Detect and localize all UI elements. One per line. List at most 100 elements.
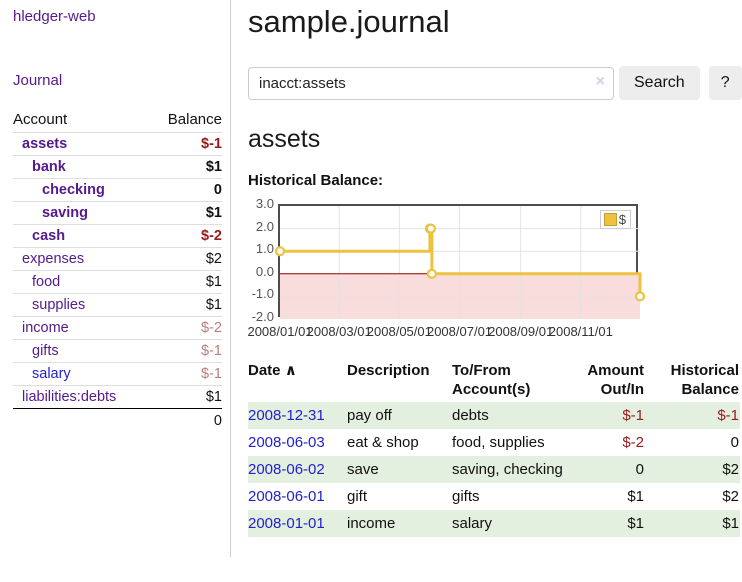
account-row-bank: bank $1 [13, 155, 222, 179]
register-row: 2008-06-03 eat & shop food, supplies $-2… [248, 429, 740, 456]
account-row-cash: cash $-2 [13, 224, 222, 248]
clear-search-icon[interactable]: × [595, 72, 605, 90]
register-row: 2008-06-01 gift gifts $1 $2 [248, 483, 740, 510]
transaction-balance: 0 [730, 434, 739, 451]
transaction-accounts: debts [452, 407, 489, 424]
account-link-checking[interactable]: checking [42, 182, 105, 198]
sidebar-item-journal[interactable]: Journal [13, 72, 63, 89]
register-header-date[interactable]: Date ∧ [248, 362, 297, 379]
account-balance: $1 [150, 155, 222, 179]
sort-ascending-icon: ∧ [284, 362, 297, 379]
transaction-date-link[interactable]: 2008-01-01 [248, 515, 325, 532]
register-row: 2008-06-02 save saving, checking 0 $2 [248, 456, 740, 483]
accounts-header-row: Account Balance [13, 108, 222, 133]
account-link-cash[interactable]: cash [32, 228, 66, 244]
x-axis-tick: 2008/01/01 [247, 324, 313, 339]
app-title-link[interactable]: hledger-web [13, 8, 96, 25]
transaction-date-link[interactable]: 2008-06-03 [248, 434, 325, 451]
transaction-accounts: gifts [452, 488, 480, 505]
transaction-description: pay off [347, 407, 392, 424]
account-row-supplies: supplies $1 [13, 293, 222, 317]
account-balance: $-2 [150, 224, 222, 248]
search-input[interactable] [248, 66, 614, 100]
account-link-expenses[interactable]: expenses [22, 251, 85, 267]
chart-legend: $ [599, 210, 631, 229]
accounts-table: Account Balance assets $-1 bank $1 check… [13, 108, 222, 433]
account-row-salary: salary $-1 [13, 362, 222, 386]
transaction-date-link[interactable]: 2008-06-02 [248, 461, 325, 478]
search-button[interactable]: Search [619, 66, 700, 100]
account-balance: $1 [150, 270, 222, 294]
balance-chart: $ 3.0 2.0 1.0 0.0 -1.0 -2.0 2008/01/01 2008/03/… [247, 196, 648, 340]
y-axis-tick: -1.0 [251, 286, 274, 302]
transaction-date-link[interactable]: 2008-06-01 [248, 488, 325, 505]
accounts-header-account: Account [13, 108, 151, 133]
accounts-total-row: 0 [13, 408, 222, 433]
search-bar: × Search ? [248, 66, 742, 100]
account-link-supplies[interactable]: supplies [32, 297, 86, 313]
x-axis-tick: 2008/03/01 [306, 324, 372, 339]
x-axis-tick: 2008/05/01 [366, 324, 432, 339]
account-link-food[interactable]: food [32, 274, 61, 290]
account-balance: $1 [205, 389, 222, 405]
register-row: 2008-12-31 pay off debts $-1 $-1 [248, 402, 740, 429]
legend-swatch [603, 213, 617, 226]
transaction-balance: $2 [722, 461, 739, 478]
transaction-amount: $-2 [622, 434, 644, 451]
accounts-header-balance: Balance [150, 108, 222, 133]
register-header-balance: Historical Balance [670, 362, 739, 398]
transaction-balance: $-1 [717, 407, 739, 424]
account-row-checking: checking 0 [13, 178, 222, 202]
register-header-amount: Amount Out/In [587, 362, 644, 398]
account-row-liabilities-debts: liabilities:debts $1 [13, 386, 222, 409]
transaction-accounts: saving, checking [452, 461, 563, 478]
y-axis-tick: 2.0 [255, 218, 274, 234]
transaction-amount: $-1 [622, 407, 644, 424]
x-axis-tick: 2008/11/01 [548, 324, 613, 339]
account-balance: $-2 [150, 316, 222, 340]
register-row: 2008-01-01 income salary $1 $1 [248, 510, 740, 537]
transaction-description: gift [347, 488, 368, 505]
transaction-amount: 0 [635, 461, 644, 478]
account-row-saving: saving $1 [13, 201, 222, 225]
transaction-date-link[interactable]: 2008-12-31 [248, 407, 325, 424]
account-link-salary[interactable]: salary [32, 366, 71, 382]
account-balance: $-1 [150, 132, 222, 156]
account-link-saving[interactable]: saving [42, 205, 88, 221]
y-axis-tick: 0.0 [255, 263, 274, 279]
account-link-liabilities-debts[interactable]: liabilities:debts [22, 389, 117, 405]
account-link-bank[interactable]: bank [32, 159, 66, 175]
transaction-balance: $1 [722, 515, 739, 532]
y-axis-tick: 1.0 [255, 241, 274, 257]
account-row-expenses: expenses $2 [13, 247, 222, 271]
balance-chart-svg [274, 206, 646, 319]
x-axis-tick: 2008/09/01 [488, 324, 554, 339]
transaction-description: income [347, 515, 396, 532]
account-balance: $2 [150, 247, 222, 271]
sidebar: hledger-web Journal Account Balance asse… [0, 0, 231, 557]
accounts-total-value: 0 [150, 408, 222, 433]
y-axis-tick: -2.0 [251, 309, 274, 324]
x-axis-tick: 2008/07/01 [426, 324, 493, 339]
account-link-gifts[interactable]: gifts [32, 343, 59, 359]
page-title: sample.journal [248, 4, 450, 39]
legend-label: $ [618, 212, 626, 227]
account-balance: 0 [150, 178, 222, 202]
help-button[interactable]: ? [708, 66, 742, 100]
chart-plot-area: $ [274, 204, 646, 319]
register-header-description: Description [347, 362, 430, 379]
account-link-income[interactable]: income [22, 320, 69, 336]
account-row-income: income $-2 [13, 316, 222, 340]
transaction-accounts: food, supplies [452, 434, 545, 451]
account-balance: $-1 [150, 362, 222, 386]
account-balance: $-1 [150, 339, 222, 363]
account-link-assets[interactable]: assets [22, 136, 68, 152]
account-balance: $1 [150, 201, 222, 225]
register-table: Date ∧ Description To/From Account(s) Am… [248, 358, 740, 537]
account-page-title: assets [248, 125, 321, 153]
register-header-row: Date ∧ Description To/From Account(s) Am… [248, 358, 740, 402]
chart-title: Historical Balance: [248, 172, 384, 189]
account-row-assets: assets $-1 [13, 132, 222, 156]
register-header-accounts: To/From Account(s) [452, 362, 531, 398]
transaction-amount: $1 [627, 488, 644, 505]
